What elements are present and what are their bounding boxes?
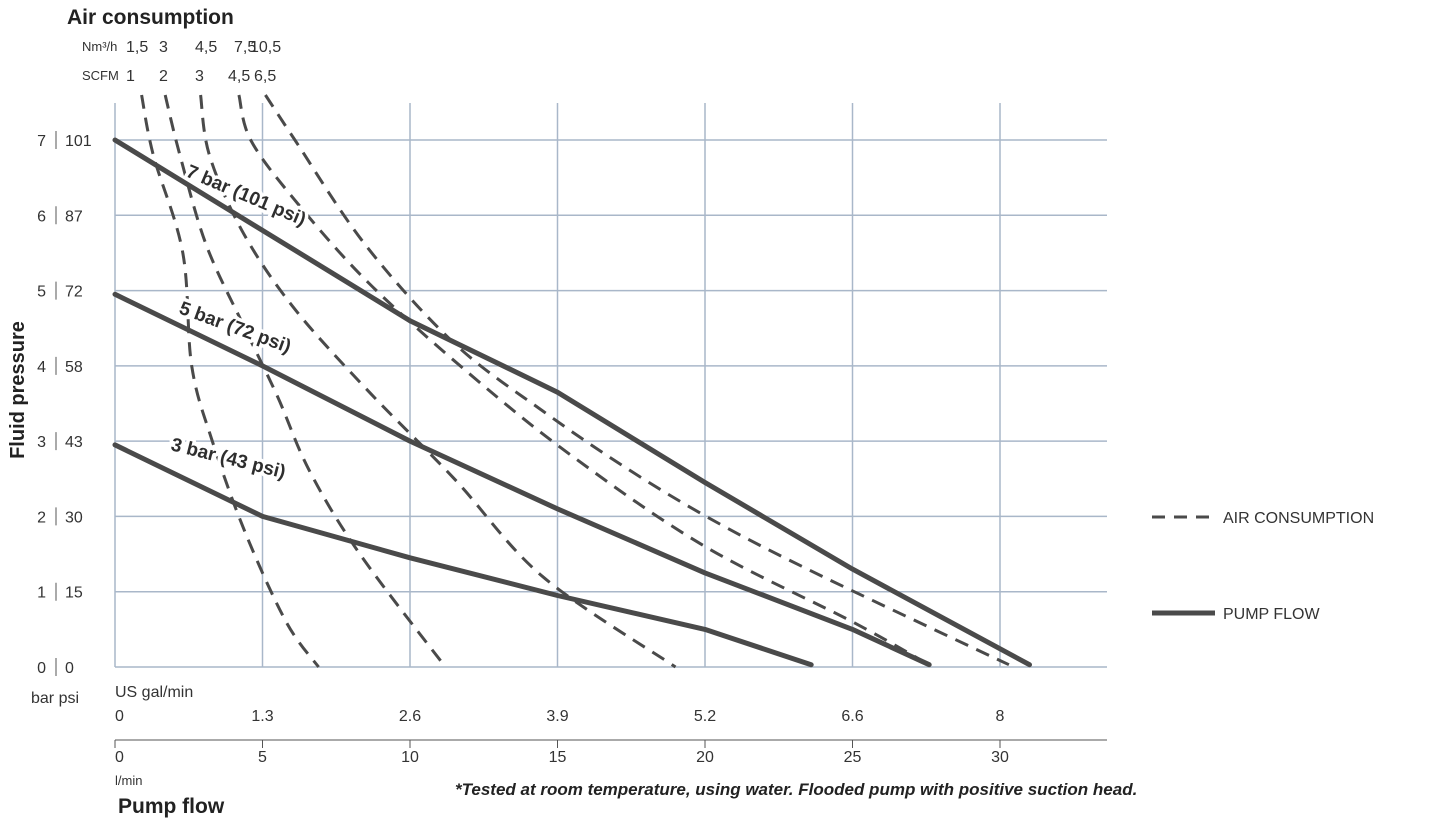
- legend: AIR CONSUMPTION PUMP FLOW: [1152, 510, 1374, 623]
- legend-air-consumption-label: AIR CONSUMPTION: [1223, 510, 1374, 527]
- air-scale-scfm: 6,5: [254, 68, 276, 85]
- nm3h-unit-label: Nm³/h: [82, 39, 117, 54]
- air-consumption-curve-5: [264, 94, 1010, 667]
- air-scale-nm3h: 1,5: [126, 39, 148, 56]
- y-tick-psi: 30: [65, 509, 83, 526]
- y-tick-bar: 0: [37, 660, 46, 677]
- x-tick-lpm: 5: [258, 749, 267, 766]
- y-tick-psi: 101: [65, 133, 92, 150]
- pump-flow-curve-1: [112, 137, 1032, 668]
- x-tick-gpm: 1.3: [251, 708, 273, 725]
- y-tick-bar: 3: [37, 434, 46, 451]
- y-tick-psi: 43: [65, 434, 83, 451]
- y-tick-bar: 1: [37, 585, 46, 602]
- y-tick-psi: 72: [65, 284, 83, 301]
- x-tick-gpm: 5.2: [694, 708, 716, 725]
- grid: [114, 103, 1107, 741]
- x-tick-lpm: 15: [549, 749, 567, 766]
- pump-flow-curve-3: [112, 442, 814, 668]
- y-tick-bar: 6: [37, 208, 46, 225]
- x-tick-gpm: 8: [996, 708, 1005, 725]
- y-tick-psi: 58: [65, 359, 83, 376]
- y-axis-label: Fluid pressure: [7, 321, 29, 459]
- air-consumption-curve-4: [237, 94, 928, 665]
- x-tick-lpm: 0: [115, 749, 124, 766]
- air-consumption-curves: [140, 94, 1010, 669]
- curve-label: 5 bar (72 psi): [176, 298, 293, 358]
- x-tick-lpm: 10: [401, 749, 419, 766]
- pump-flow-curve-2: [112, 291, 932, 668]
- y-tick-psi: 0: [65, 660, 74, 677]
- air-consumption-curve-2: [163, 94, 447, 668]
- y-tick-psi: 87: [65, 208, 83, 225]
- y-tick-bar: 2: [37, 509, 46, 526]
- air-scale-scfm: 1: [126, 68, 135, 85]
- x-tick-lpm: 25: [844, 749, 862, 766]
- legend-pump-flow-label: PUMP FLOW: [1223, 606, 1321, 623]
- air-scale-nm3h: 3: [159, 39, 168, 56]
- y-tick-bar: 4: [37, 359, 46, 376]
- x-tick-lpm: 30: [991, 749, 1009, 766]
- air-consumption-curve-1: [140, 94, 320, 668]
- y-tick-psi: 15: [65, 585, 83, 602]
- lpm-unit-label: l/min: [115, 773, 142, 788]
- air-scale-scfm: 4,5: [228, 68, 250, 85]
- x-tick-lpm: 20: [696, 749, 714, 766]
- air-scale-labels: 1,5 3 4,5 7,510,51 2 3 4,5 6,5: [126, 39, 281, 85]
- air-scale-nm3h: 7,5: [234, 39, 256, 56]
- curve-labels: 7 bar (101 psi)7 bar (101 psi)5 bar (72 …: [165, 158, 312, 487]
- air-consumption-curve-3: [199, 94, 677, 669]
- chart-title: Air consumption: [67, 6, 234, 29]
- x-tick-gpm: 0: [115, 708, 124, 725]
- pump-flow-curves: [112, 137, 1032, 668]
- x-tick-gpm: 3.9: [546, 708, 568, 725]
- x-tick-gpm: 6.6: [841, 708, 863, 725]
- y-tick-bar: 5: [37, 284, 46, 301]
- air-scale-nm3h: 4,5: [195, 39, 217, 56]
- y-unit-label: bar psi: [31, 690, 79, 707]
- y-tick-bar: 7: [37, 133, 46, 150]
- gpm-unit-label: US gal/min: [115, 684, 193, 701]
- x-tick-gpm: 2.6: [399, 708, 421, 725]
- footnote: *Tested at room temperature, using water…: [455, 780, 1137, 799]
- air-scale-nm3h: 10,5: [250, 39, 281, 56]
- x-axis-label: Pump flow: [118, 795, 225, 818]
- air-scale-scfm: 2: [159, 68, 168, 85]
- tick-labels: 0 0 1 15 2 30 3 43 4 58 5 72 6 87 7 101 0 0 1.3 5 2.6 10 3.9 15…: [37, 131, 1009, 766]
- air-scale-scfm: 3: [195, 68, 204, 85]
- scfm-unit-label: SCFM: [82, 68, 119, 83]
